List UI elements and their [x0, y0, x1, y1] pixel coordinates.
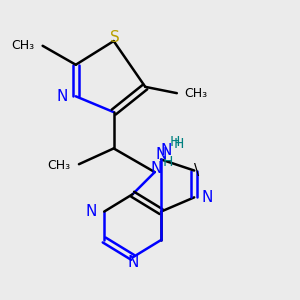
Text: H: H — [163, 155, 173, 169]
Text: CH₃: CH₃ — [12, 39, 35, 52]
Text: S: S — [110, 30, 120, 45]
Text: N: N — [86, 204, 97, 219]
Text: H: H — [173, 137, 184, 151]
Text: H: H — [170, 135, 181, 149]
Text: N: N — [56, 89, 68, 104]
Text: CH₃: CH₃ — [47, 159, 70, 172]
Text: N: N — [128, 255, 139, 270]
Text: \: \ — [194, 163, 199, 178]
Text: N: N — [201, 190, 212, 205]
Text: CH₃: CH₃ — [184, 87, 207, 100]
Text: N: N — [160, 143, 172, 158]
Text: N: N — [151, 161, 162, 176]
Text: N: N — [155, 147, 167, 162]
